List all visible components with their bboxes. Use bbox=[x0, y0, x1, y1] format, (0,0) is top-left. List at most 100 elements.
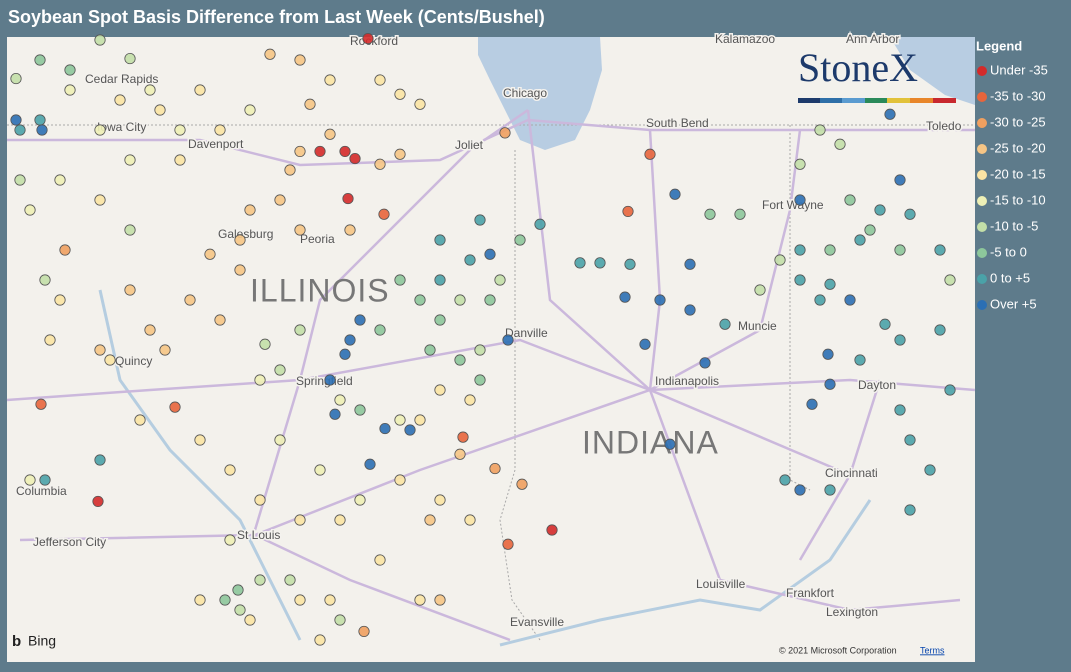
basis-point bbox=[824, 378, 836, 390]
logo-stripe bbox=[887, 98, 910, 103]
basis-point bbox=[244, 614, 256, 626]
legend-label: -15 to -10 bbox=[990, 192, 1046, 207]
basis-point bbox=[329, 408, 341, 420]
legend-label: -25 to -20 bbox=[990, 140, 1046, 155]
basis-point bbox=[944, 384, 956, 396]
road bbox=[6, 338, 976, 402]
basis-point bbox=[624, 258, 636, 270]
basis-point bbox=[214, 314, 226, 326]
basis-point bbox=[464, 514, 476, 526]
basis-point bbox=[354, 494, 366, 506]
basis-point bbox=[794, 158, 806, 170]
legend: Legend Under -35 -35 to -30 -30 to -25 -25 … bbox=[976, 38, 1048, 311]
basis-point bbox=[474, 344, 486, 356]
city-label: Columbia bbox=[16, 484, 67, 498]
basis-point bbox=[324, 128, 336, 140]
legend-swatch bbox=[977, 66, 987, 76]
basis-point bbox=[104, 354, 116, 366]
basis-point bbox=[394, 274, 406, 286]
legend-label: -20 to -15 bbox=[990, 166, 1046, 181]
basis-point bbox=[934, 324, 946, 336]
city-label: Muncie bbox=[738, 319, 777, 333]
city-label: St Louis bbox=[237, 528, 280, 542]
basis-point bbox=[844, 294, 856, 306]
basis-point bbox=[54, 294, 66, 306]
legend-label: -5 to 0 bbox=[990, 244, 1027, 259]
city-label: Cedar Rapids bbox=[85, 72, 158, 86]
basis-point bbox=[434, 494, 446, 506]
basis-point bbox=[454, 354, 466, 366]
city-label: Evansville bbox=[510, 615, 564, 629]
basis-point bbox=[174, 154, 186, 166]
lake-michigan bbox=[478, 37, 602, 150]
road bbox=[798, 379, 882, 561]
basis-point bbox=[454, 294, 466, 306]
river bbox=[499, 499, 872, 647]
basis-point bbox=[484, 248, 496, 260]
basis-point bbox=[574, 257, 586, 269]
legend-swatch bbox=[977, 144, 987, 154]
basis-point bbox=[374, 324, 386, 336]
basis-point bbox=[194, 84, 206, 96]
basis-point bbox=[64, 84, 76, 96]
basis-point bbox=[94, 34, 106, 46]
basis-point bbox=[502, 538, 514, 550]
city-label: Frankfort bbox=[786, 586, 835, 600]
basis-point bbox=[294, 594, 306, 606]
basis-point bbox=[424, 344, 436, 356]
legend-swatch bbox=[977, 300, 987, 310]
basis-point bbox=[214, 124, 226, 136]
basis-point bbox=[454, 448, 466, 460]
basis-point bbox=[394, 148, 406, 160]
attribution-bg bbox=[776, 643, 975, 658]
legend-swatch bbox=[977, 196, 987, 206]
legend-swatch bbox=[977, 170, 987, 180]
basis-point bbox=[622, 205, 634, 218]
basis-point bbox=[774, 254, 786, 266]
basis-point bbox=[234, 604, 246, 616]
basis-point bbox=[894, 404, 906, 416]
basis-point bbox=[154, 104, 166, 116]
legend-swatch bbox=[977, 248, 987, 258]
basis-point bbox=[274, 194, 286, 206]
basis-point bbox=[34, 54, 46, 66]
basis-point bbox=[358, 625, 370, 638]
logo-text: StoneX bbox=[798, 45, 918, 90]
basis-point bbox=[669, 188, 681, 200]
basis-point bbox=[434, 274, 446, 286]
basis-point bbox=[204, 248, 216, 260]
basis-point bbox=[374, 74, 386, 86]
basis-point bbox=[654, 294, 666, 306]
basis-point bbox=[394, 474, 406, 486]
terms-link[interactable]: Terms bbox=[920, 645, 945, 655]
basis-point bbox=[94, 344, 106, 356]
basis-point bbox=[374, 158, 386, 170]
basis-point bbox=[259, 338, 271, 350]
basis-point bbox=[894, 174, 906, 186]
basis-point bbox=[324, 594, 336, 606]
basis-point bbox=[34, 114, 46, 126]
basis-point bbox=[474, 214, 486, 226]
city-label: Quincy bbox=[115, 354, 152, 368]
basis-point bbox=[864, 224, 876, 236]
basis-point bbox=[499, 127, 511, 139]
basis-point bbox=[474, 374, 486, 386]
legend-label: Over +5 bbox=[990, 296, 1037, 311]
basis-point bbox=[414, 414, 426, 426]
basis-point bbox=[424, 514, 436, 526]
basis-point bbox=[14, 124, 26, 136]
basis-point bbox=[224, 534, 236, 546]
basis-point bbox=[394, 414, 406, 426]
legend-label: -30 to -25 bbox=[990, 114, 1046, 129]
map-provider: Bing bbox=[28, 633, 56, 649]
basis-point bbox=[334, 394, 346, 406]
basis-point bbox=[294, 324, 306, 336]
basis-point bbox=[904, 504, 916, 516]
basis-point bbox=[814, 294, 826, 306]
basis-point bbox=[169, 401, 181, 413]
state-label: ILLINOIS bbox=[250, 272, 390, 308]
basis-point bbox=[124, 224, 136, 236]
basis-point bbox=[124, 52, 136, 65]
basis-point bbox=[514, 234, 526, 246]
